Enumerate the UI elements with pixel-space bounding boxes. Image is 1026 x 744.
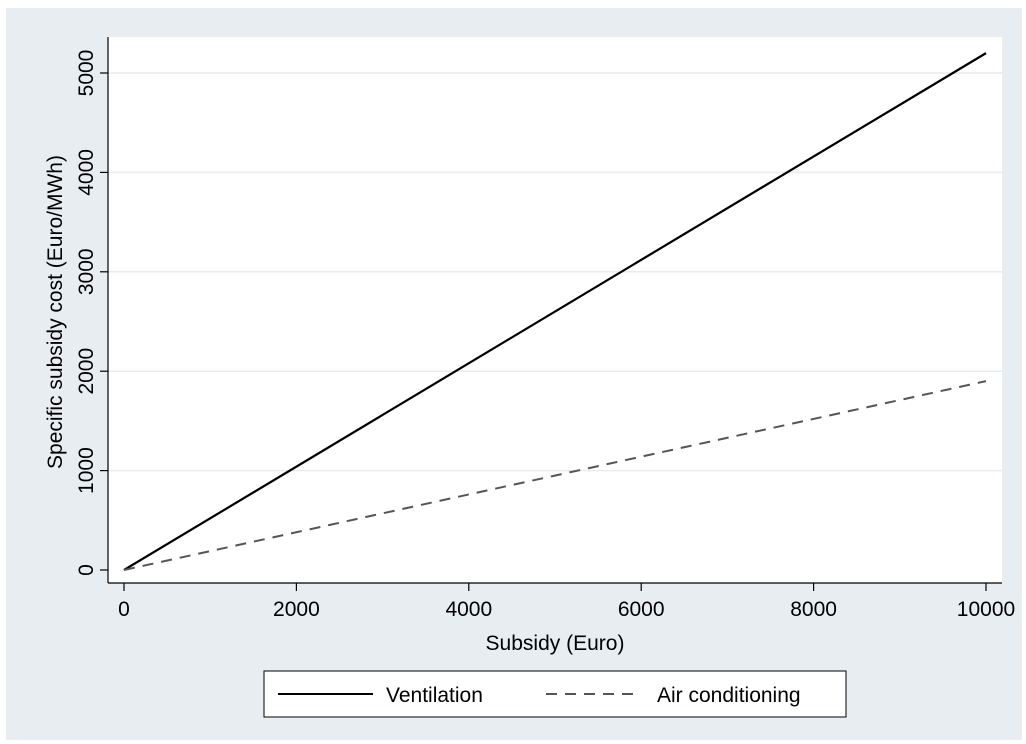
legend-label-air-conditioning: Air conditioning xyxy=(657,684,801,707)
series-line-ventilation xyxy=(123,52,987,571)
y-tick-label-1000: 1000 xyxy=(75,447,98,494)
x-tick-label-4000: 4000 xyxy=(445,598,492,621)
series-line-air-conditioning xyxy=(123,380,987,571)
x-tick-label-2000: 2000 xyxy=(273,598,320,621)
x-tick-label-8000: 8000 xyxy=(790,598,837,621)
legend: Ventilation Air conditioning xyxy=(263,670,847,718)
x-tick-label-10000: 10000 xyxy=(957,598,1015,621)
y-tick-label-2000: 2000 xyxy=(75,348,98,395)
x-tick-label-6000: 6000 xyxy=(618,598,665,621)
series-lines xyxy=(123,52,987,571)
x-tick-label-0: 0 xyxy=(118,598,130,621)
y-tick-label-0: 0 xyxy=(75,564,98,576)
legend-label-ventilation: Ventilation xyxy=(386,684,483,707)
y-tick-label-4000: 4000 xyxy=(75,149,98,196)
y-axis-title: Specific subsidy cost (Euro/MWh) xyxy=(44,155,67,469)
gridlines xyxy=(108,72,1002,472)
plot-area xyxy=(108,37,1002,583)
y-tick-label-5000: 5000 xyxy=(75,50,98,97)
tick-labels: 0 1000 2000 3000 4000 5000 0 2000 4000 6000 8000 10… xyxy=(75,50,1015,621)
x-axis-title: Subsidy (Euro) xyxy=(486,632,625,655)
y-tick-label-3000: 3000 xyxy=(75,248,98,295)
axes xyxy=(100,37,1002,591)
